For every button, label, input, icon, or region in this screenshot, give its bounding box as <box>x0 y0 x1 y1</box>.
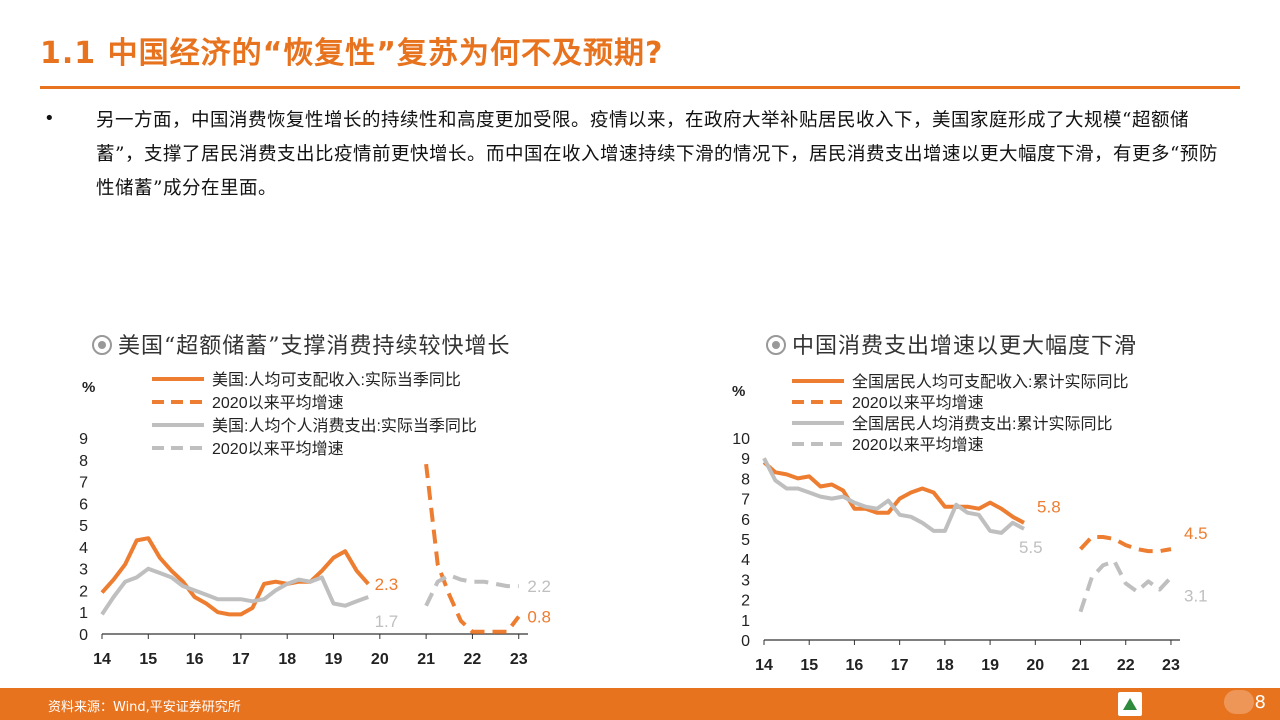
series-line-2 <box>762 457 1025 535</box>
radio-bullet-icon <box>766 335 786 355</box>
x-tick-label: 14 <box>755 657 773 674</box>
legend-entry-3: 2020以来平均增速 <box>852 436 984 454</box>
x-tick-label: 22 <box>464 651 482 668</box>
legend-entry-2: 全国居民人均消费支出:累计实际同比 <box>852 415 1112 433</box>
chart-1-title: 美国“超额储蓄”支撑消费持续较快增长 <box>118 334 511 359</box>
legend-entry-1: 2020以来平均增速 <box>852 394 984 412</box>
series-line-0 <box>762 460 1025 525</box>
legend-entry-0: 美国:人均可支配收入:实际当季同比 <box>212 371 461 389</box>
data-label-0: 5.8 <box>1037 498 1061 517</box>
series-line-1 <box>1079 535 1172 554</box>
company-logo-icon <box>1118 692 1142 716</box>
footer-bar: 资料来源：Wind,平安证券研究所 8 <box>0 688 1280 720</box>
data-label-3: 3.1 <box>1184 587 1208 606</box>
x-tick-label: 19 <box>981 657 999 674</box>
x-tick-label: 23 <box>1162 657 1180 674</box>
y-tick-label: 7 <box>741 492 750 509</box>
series-line-3 <box>1078 559 1173 613</box>
series-line-0 <box>100 536 370 617</box>
radio-bullet-icon <box>92 335 112 355</box>
data-label-1: 1.7 <box>375 612 399 631</box>
x-tick-label: 22 <box>1117 657 1135 674</box>
x-tick-label: 16 <box>186 651 204 668</box>
y-tick-label: 0 <box>741 633 750 650</box>
x-tick-label: 21 <box>417 651 435 668</box>
y-axis-label: % <box>732 383 745 400</box>
data-label-2: 4.5 <box>1184 524 1208 543</box>
x-tick-label: 16 <box>846 657 864 674</box>
page-title: 1.1 中国经济的“恢复性”复苏为何不及预期? <box>40 36 664 71</box>
y-tick-label: 4 <box>79 540 88 557</box>
bullet-marker: • <box>44 108 55 129</box>
title-divider <box>40 86 1240 89</box>
x-tick-label: 21 <box>1072 657 1090 674</box>
y-tick-label: 3 <box>741 572 750 589</box>
legend-entry-1: 2020以来平均增速 <box>212 394 344 412</box>
y-tick-label: 0 <box>79 627 88 644</box>
series-line-1 <box>424 463 521 634</box>
y-tick-label: 6 <box>79 496 88 513</box>
y-tick-label: 7 <box>79 475 88 492</box>
body-paragraph: 另一方面，中国消费恢复性增长的持续性和高度更加受限。疫情以来，在政府大举补贴居民… <box>96 110 1218 199</box>
y-tick-label: 8 <box>741 471 750 488</box>
y-tick-label: 5 <box>79 518 88 535</box>
y-tick-label: 9 <box>741 451 750 468</box>
y-axis-label: % <box>82 379 95 396</box>
series-line-2 <box>100 566 369 616</box>
y-tick-label: 2 <box>741 593 750 610</box>
x-tick-label: 18 <box>936 657 954 674</box>
x-tick-label: 20 <box>1026 657 1044 674</box>
x-tick-label: 14 <box>93 651 111 668</box>
chart-2-title-wrap: 中国消费支出增速以更大幅度下滑 <box>766 328 1137 360</box>
y-tick-label: 3 <box>79 562 88 579</box>
data-label-3: 2.2 <box>527 577 551 596</box>
y-tick-label: 1 <box>741 613 750 630</box>
y-tick-label: 10 <box>732 431 750 448</box>
x-tick-label: 23 <box>510 651 528 668</box>
y-tick-label: 4 <box>741 552 750 569</box>
legend-entry-2: 美国:人均个人消费支出:实际当季同比 <box>212 417 477 435</box>
page-bubble <box>1224 690 1254 714</box>
x-tick-label: 18 <box>278 651 296 668</box>
footer-source: 资料来源：Wind,平安证券研究所 <box>48 700 241 715</box>
y-tick-label: 6 <box>741 512 750 529</box>
x-tick-label: 19 <box>325 651 343 668</box>
x-tick-label: 17 <box>891 657 909 674</box>
x-tick-label: 15 <box>139 651 157 668</box>
legend-entry-0: 全国居民人均可支配收入:累计实际同比 <box>852 373 1128 391</box>
y-tick-label: 9 <box>79 431 88 448</box>
x-tick-label: 17 <box>232 651 250 668</box>
data-label-2: 0.8 <box>527 608 551 627</box>
chart-1-title-wrap: 美国“超额储蓄”支撑消费持续较快增长 <box>92 328 511 360</box>
y-tick-label: 5 <box>741 532 750 549</box>
x-tick-label: 15 <box>800 657 818 674</box>
legend-entry-3: 2020以来平均增速 <box>212 440 344 458</box>
data-label-1: 5.5 <box>1019 538 1043 557</box>
y-tick-label: 1 <box>79 605 88 622</box>
series-line-3 <box>424 573 519 607</box>
data-label-0: 2.3 <box>375 575 399 594</box>
chart-2-title: 中国消费支出增速以更大幅度下滑 <box>792 334 1138 359</box>
y-tick-label: 2 <box>79 583 88 600</box>
y-tick-label: 8 <box>79 453 88 470</box>
x-tick-label: 20 <box>371 651 389 668</box>
page-number: 8 <box>1254 692 1266 713</box>
